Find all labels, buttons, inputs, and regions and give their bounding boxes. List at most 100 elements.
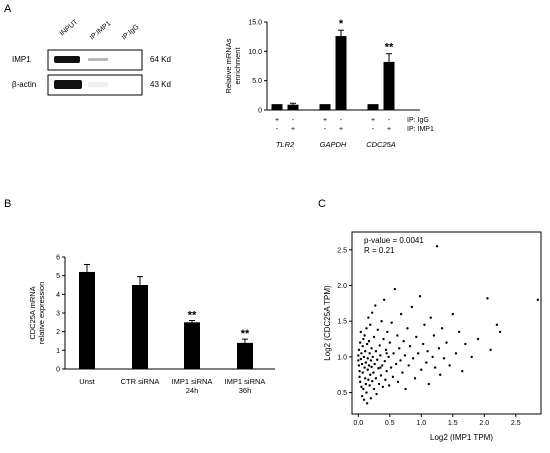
y-tick-label: 5.0	[252, 78, 262, 85]
scatter-point	[367, 364, 371, 367]
scatter-point	[367, 378, 370, 381]
blot-column-label: IP:IMP1	[89, 20, 113, 41]
scatter-point	[423, 323, 426, 326]
scatter-point	[442, 357, 446, 360]
scatter-point	[375, 392, 378, 396]
x-tick-label: 1.5	[448, 420, 458, 427]
scatter-point	[391, 375, 395, 379]
scatter-point	[420, 368, 423, 371]
scatter-point	[357, 359, 360, 362]
scatter-point	[404, 387, 407, 391]
bar	[184, 322, 200, 369]
scatter-point	[370, 379, 374, 383]
scatter-point	[369, 373, 372, 376]
scatter-point	[367, 340, 371, 343]
category-label: IMP1 siRNA	[225, 377, 266, 386]
scatter-point	[406, 327, 409, 330]
scatter-point	[379, 366, 382, 369]
scatter-point	[387, 384, 391, 387]
scatter-point	[429, 316, 432, 319]
scatter-point	[433, 366, 437, 369]
scatter-point	[374, 304, 377, 307]
correlation-scatter-plot: 0.0 0.5 1.0 1.5 2.0 2.5 0.5 1.0 1.5 2.0 2.5 Log2 (I…	[323, 231, 542, 442]
scatter-point	[388, 341, 391, 344]
scatter-point	[381, 364, 384, 367]
blot-column-label: IP:IgG	[121, 23, 141, 41]
bar	[383, 61, 395, 110]
legend-sign: -	[276, 126, 279, 133]
scatter-point	[361, 371, 364, 374]
scatter-point	[426, 349, 429, 353]
bar	[367, 104, 379, 110]
scatter-point	[410, 305, 414, 309]
legend-sign: +	[371, 117, 375, 124]
bar	[237, 342, 253, 369]
scatter-point	[361, 344, 364, 348]
y-tick-label: 2	[56, 329, 60, 336]
x-tick-label: 1.0	[416, 420, 426, 427]
group-label: TLR2	[276, 140, 295, 149]
scatter-point	[370, 311, 374, 314]
significance-marker: **	[241, 328, 250, 340]
scatter-point	[367, 316, 370, 319]
scatter-point	[365, 327, 368, 330]
scatter-point	[380, 320, 383, 323]
bar	[335, 36, 347, 110]
scatter-point	[489, 348, 492, 351]
blot-band	[88, 82, 108, 87]
scatter-point	[360, 385, 363, 389]
scatter-point	[431, 355, 434, 359]
y-tick-label: 10.0	[248, 49, 262, 56]
blot-size-actin: 43 Kd	[150, 80, 171, 89]
scatter-point	[358, 341, 362, 344]
scatter-point	[358, 369, 361, 373]
significance-marker: *	[339, 18, 344, 30]
scatter-point	[495, 323, 499, 326]
scatter-point	[379, 354, 382, 357]
scatter-point	[364, 361, 368, 364]
legend-sign: +	[339, 126, 343, 133]
scatter-point	[360, 394, 364, 398]
scatter-point	[378, 344, 381, 347]
scatter-point	[384, 348, 388, 351]
category-label: Unst	[79, 377, 95, 386]
scatter-point	[413, 377, 417, 380]
y-tick-label: 6	[56, 255, 60, 262]
scatter-point	[365, 342, 369, 346]
scatter-point	[445, 341, 448, 344]
category-label: CTR siRNA	[121, 377, 160, 386]
scatter-point	[364, 382, 368, 386]
x-tick-label: 0.0	[353, 420, 363, 427]
scatter-point	[387, 355, 390, 359]
scatter-point	[464, 342, 467, 346]
x-axis-label: Log2 (IMP1 TPM)	[430, 433, 493, 442]
blot-column-label: INPUT	[59, 18, 80, 37]
scatter-point	[416, 352, 420, 355]
y-axis-label: CDC25A mRNA	[28, 286, 37, 339]
legend-sign: +	[323, 117, 327, 124]
blot-band	[88, 58, 108, 61]
scatter-point	[411, 357, 415, 360]
scatter-point	[372, 387, 376, 391]
scatter-point	[360, 352, 363, 355]
legend-sign: -	[388, 117, 391, 124]
blot-band	[54, 56, 80, 63]
bar	[319, 104, 331, 110]
y-tick-label: 1.0	[337, 354, 347, 361]
scatter-point	[372, 335, 376, 339]
scatter-point	[399, 359, 402, 362]
scatter-point	[366, 368, 369, 371]
scatter-point	[393, 287, 397, 291]
scatter-point	[370, 365, 373, 369]
scatter-point	[403, 354, 407, 357]
scatter-point	[408, 344, 412, 348]
scatter-point	[396, 380, 400, 384]
legend-sign: -	[292, 117, 295, 124]
scatter-point	[362, 398, 366, 401]
y-axis-label: Log2 (CDC25A TPM)	[323, 285, 332, 361]
scatter-point	[376, 328, 380, 331]
scatter-point	[425, 361, 428, 364]
scatter-point	[439, 373, 442, 376]
legend-sign: +	[275, 117, 279, 124]
scatter-point	[418, 295, 422, 298]
